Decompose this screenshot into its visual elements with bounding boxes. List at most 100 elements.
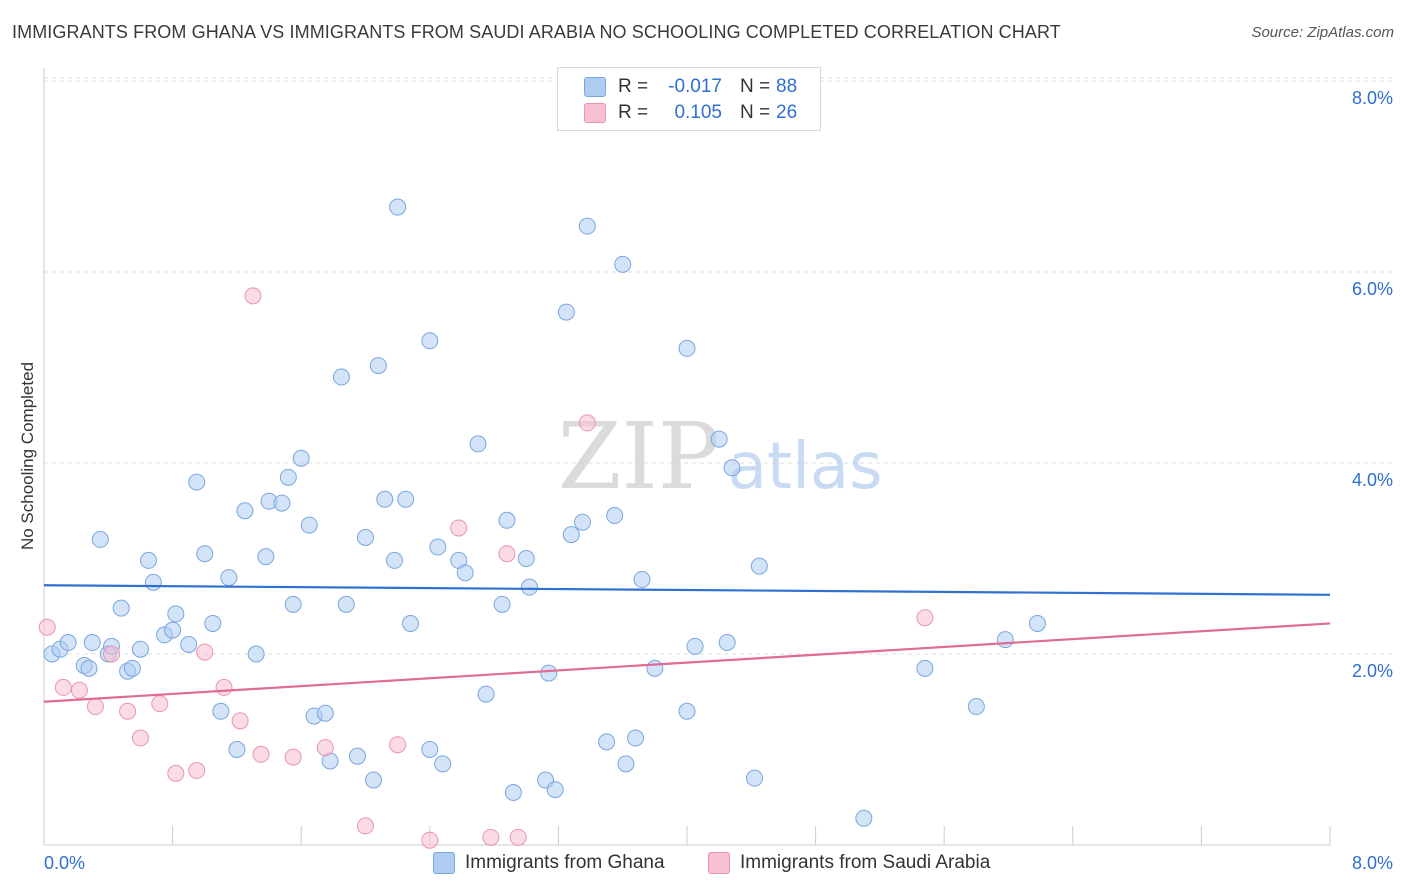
ghana-point bbox=[678, 339, 696, 357]
ghana-point bbox=[273, 494, 291, 512]
ghana-point bbox=[723, 459, 741, 477]
chart-title: IMMIGRANTS FROM GHANA VS IMMIGRANTS FROM… bbox=[12, 22, 1061, 42]
ghana-point bbox=[292, 449, 310, 467]
ghana-point bbox=[504, 783, 522, 801]
ghana-point bbox=[421, 332, 439, 350]
ghana-point bbox=[131, 640, 149, 658]
ghana-point bbox=[996, 631, 1014, 649]
ghana-point bbox=[91, 530, 109, 548]
x-tick-label: 0.0% bbox=[44, 853, 85, 873]
axes bbox=[43, 68, 1331, 846]
ghana-point bbox=[164, 621, 182, 639]
ghana-point bbox=[633, 571, 651, 589]
saudi-point bbox=[38, 618, 56, 636]
saudi-point bbox=[103, 645, 121, 663]
saudi-point bbox=[86, 698, 104, 716]
ghana-point bbox=[220, 569, 238, 587]
ghana-point bbox=[429, 538, 447, 556]
ghana-point bbox=[916, 659, 934, 677]
ghana-point bbox=[469, 435, 487, 453]
ghana-point bbox=[365, 771, 383, 789]
ghana-point bbox=[855, 809, 873, 827]
y-tick-label: 2.0% bbox=[1352, 661, 1393, 681]
ghana-point bbox=[212, 702, 230, 720]
ghana-point bbox=[434, 755, 452, 773]
ghana-point bbox=[718, 634, 736, 652]
saudi-point bbox=[498, 545, 516, 563]
n-label: N = bbox=[740, 102, 771, 123]
ghana-point bbox=[228, 741, 246, 758]
ghana-swatch bbox=[433, 852, 455, 874]
saudi-point bbox=[421, 831, 439, 849]
ghana-point bbox=[337, 595, 355, 613]
saudi-point bbox=[916, 609, 934, 627]
ghana-point bbox=[750, 557, 768, 575]
saudi-point bbox=[316, 739, 334, 757]
ghana-point bbox=[300, 516, 318, 534]
ghana-point bbox=[180, 635, 198, 653]
ghana-point bbox=[562, 526, 580, 544]
saudi-swatch bbox=[708, 852, 730, 874]
ghana-point bbox=[83, 634, 101, 652]
ghana-trend-line bbox=[43, 584, 1331, 596]
ghana-point bbox=[376, 490, 394, 508]
legend-label-saudi: Immigrants from Saudi Arabia bbox=[740, 852, 991, 873]
saudi-point bbox=[151, 695, 169, 713]
ghana-point bbox=[348, 747, 366, 765]
watermark: ZIP atlas bbox=[558, 403, 883, 510]
saudi-point bbox=[188, 762, 206, 780]
y-tick-label: 6.0% bbox=[1352, 279, 1393, 299]
saudi-point bbox=[284, 748, 302, 766]
ghana-point bbox=[574, 513, 592, 531]
saudi-point bbox=[167, 764, 185, 782]
stats-legend: R = -0.017 N = 88 R = 0.105 N = 26 bbox=[557, 67, 821, 131]
ghana-point bbox=[196, 545, 214, 563]
ghana-point bbox=[678, 702, 696, 720]
ghana-point bbox=[710, 430, 728, 448]
ghana-point bbox=[167, 605, 185, 623]
ghana-point bbox=[144, 573, 162, 591]
y-axis-label: No Schooling Completed bbox=[18, 361, 37, 551]
x-tick-label: 8.0% bbox=[1352, 853, 1393, 873]
saudi-point bbox=[509, 828, 527, 846]
ghana-point bbox=[746, 769, 764, 787]
legend-item-saudi[interactable]: Immigrants from Saudi Arabia bbox=[708, 852, 990, 874]
source-label: Source: ZipAtlas.com bbox=[1251, 24, 1394, 41]
ghana-point bbox=[236, 502, 254, 520]
saudi-point bbox=[389, 736, 407, 754]
ghana-point bbox=[332, 368, 350, 386]
saudi-swatch bbox=[584, 103, 606, 123]
ghana-point bbox=[967, 698, 985, 716]
ghana-point bbox=[80, 659, 98, 677]
saudi-point bbox=[54, 678, 72, 696]
ghana-point bbox=[257, 548, 275, 566]
ghana-point bbox=[578, 217, 596, 235]
ghana-point bbox=[123, 659, 141, 677]
saudi-point bbox=[357, 817, 374, 835]
r-value: -0.017 bbox=[668, 76, 722, 97]
ghana-point bbox=[598, 733, 616, 751]
ghana-point bbox=[247, 645, 265, 663]
stats-row-ghana: R = -0.017 N = 88 bbox=[584, 75, 797, 99]
ghana-point bbox=[59, 634, 77, 652]
ghana-point bbox=[456, 564, 474, 582]
legend-item-ghana[interactable]: Immigrants from Ghana bbox=[433, 852, 665, 874]
ghana-point bbox=[520, 578, 538, 596]
ghana-point bbox=[493, 595, 511, 613]
r-label: R = bbox=[618, 76, 649, 97]
saudi-point bbox=[482, 828, 500, 846]
y-tick-label: 8.0% bbox=[1352, 88, 1393, 108]
ghana-point bbox=[421, 741, 439, 758]
ghana-point bbox=[139, 551, 157, 569]
y-tick-label: 4.0% bbox=[1352, 470, 1393, 490]
series-legend: Immigrants from Ghana Immigrants from Sa… bbox=[0, 852, 1406, 878]
saudi-trend-line bbox=[43, 622, 1331, 703]
trend-lines bbox=[43, 584, 1331, 703]
tick-labels: 2.0% 4.0% 6.0% 8.0% 0.0% 8.0% bbox=[44, 88, 1393, 873]
n-value: 26 bbox=[776, 102, 798, 123]
legend-label-ghana: Immigrants from Ghana bbox=[465, 852, 665, 873]
ghana-point bbox=[557, 303, 575, 321]
ghana-point bbox=[357, 528, 374, 546]
n-value: 88 bbox=[776, 76, 798, 97]
